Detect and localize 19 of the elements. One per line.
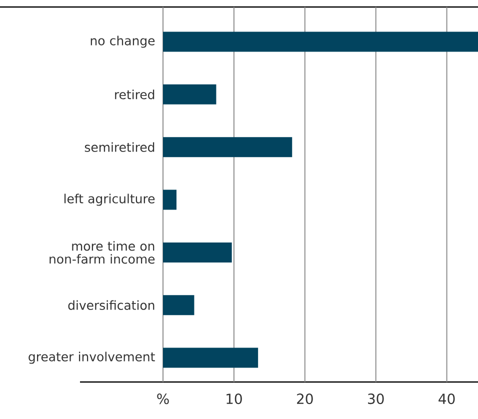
bar [163,137,292,158]
y-tick-label: semiretired [84,142,154,152]
y-tick-label: retired [115,90,154,100]
bar [163,242,232,262]
bar [163,295,194,316]
x-tick-label: 10 [226,394,242,404]
x-tick-label: 20 [297,394,313,404]
x-tick-label: 30 [368,394,384,404]
x-tick-label: % [157,394,169,404]
bar [163,32,478,52]
y-tick-label: diversification [68,300,154,310]
x-tick-label: 40 [438,394,455,404]
y-tick-label: greater involvement [28,352,155,364]
bar [163,84,216,104]
y-tick-label: more time on non-farm income [50,241,155,264]
bar [163,348,258,368]
y-tick-label: left agriculture [64,194,155,206]
y-tick-label: no change [90,36,155,48]
bar [163,190,176,210]
